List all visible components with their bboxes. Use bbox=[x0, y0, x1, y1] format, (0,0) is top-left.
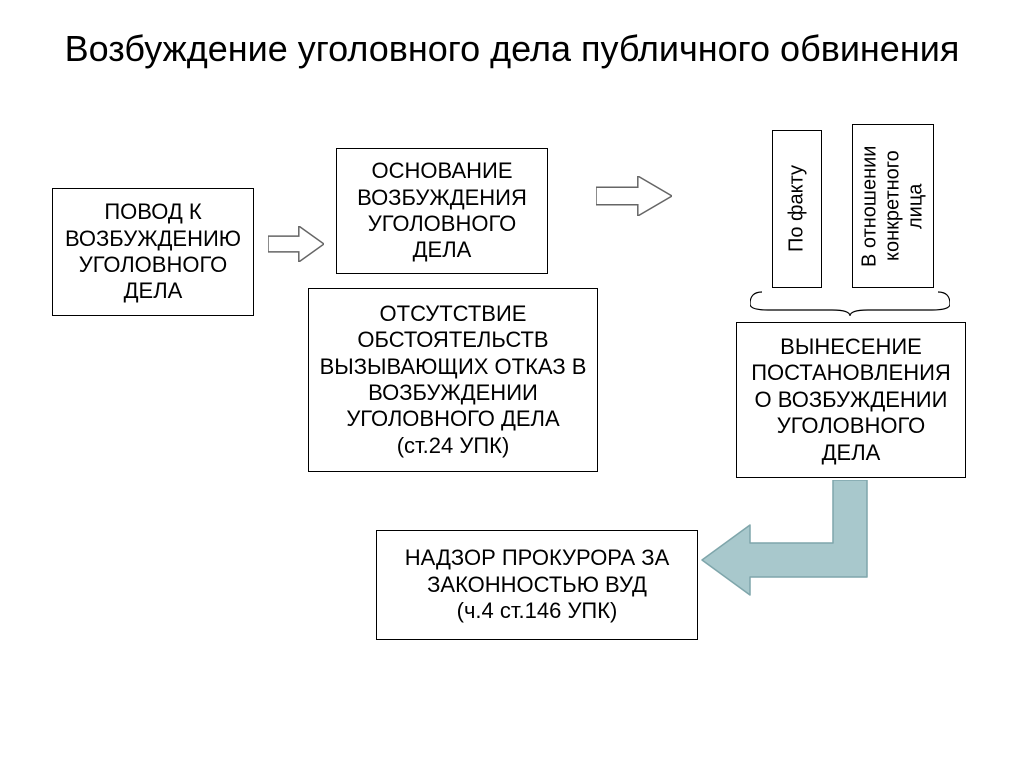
arrow-right-2 bbox=[596, 176, 672, 216]
node-supervision: НАДЗОР ПРОКУРОРА ЗА ЗАКОННОСТЬЮ ВУД (ч.4… bbox=[376, 530, 698, 640]
diagram-title: Возбуждение уголовного дела публичного о… bbox=[0, 28, 1024, 69]
node-basis: ОСНОВАНИЕ ВОЗБУЖДЕНИЯ УГОЛОВНОГО ДЕЛА bbox=[336, 148, 548, 274]
node-reason: ПОВОД К ВОЗБУЖДЕНИЮ УГОЛОВНОГО ДЕЛА bbox=[52, 188, 254, 316]
node-specific-person: В отношении конкретного лица bbox=[852, 124, 934, 288]
node-by-fact: По факту bbox=[772, 130, 822, 288]
node-absence: ОТСУТСТВИЕ ОБСТОЯТЕЛЬСТВ ВЫЗЫВАЮЩИХ ОТКА… bbox=[308, 288, 598, 472]
arrow-right-1 bbox=[268, 226, 324, 262]
arrow-bent-left bbox=[700, 480, 900, 610]
diagram-stage: { "type": "flowchart", "background_color… bbox=[0, 0, 1024, 768]
brace-icon bbox=[750, 290, 950, 318]
node-decree: ВЫНЕСЕНИЕ ПОСТАНОВЛЕНИЯ О ВОЗБУЖДЕНИИ УГ… bbox=[736, 322, 966, 478]
